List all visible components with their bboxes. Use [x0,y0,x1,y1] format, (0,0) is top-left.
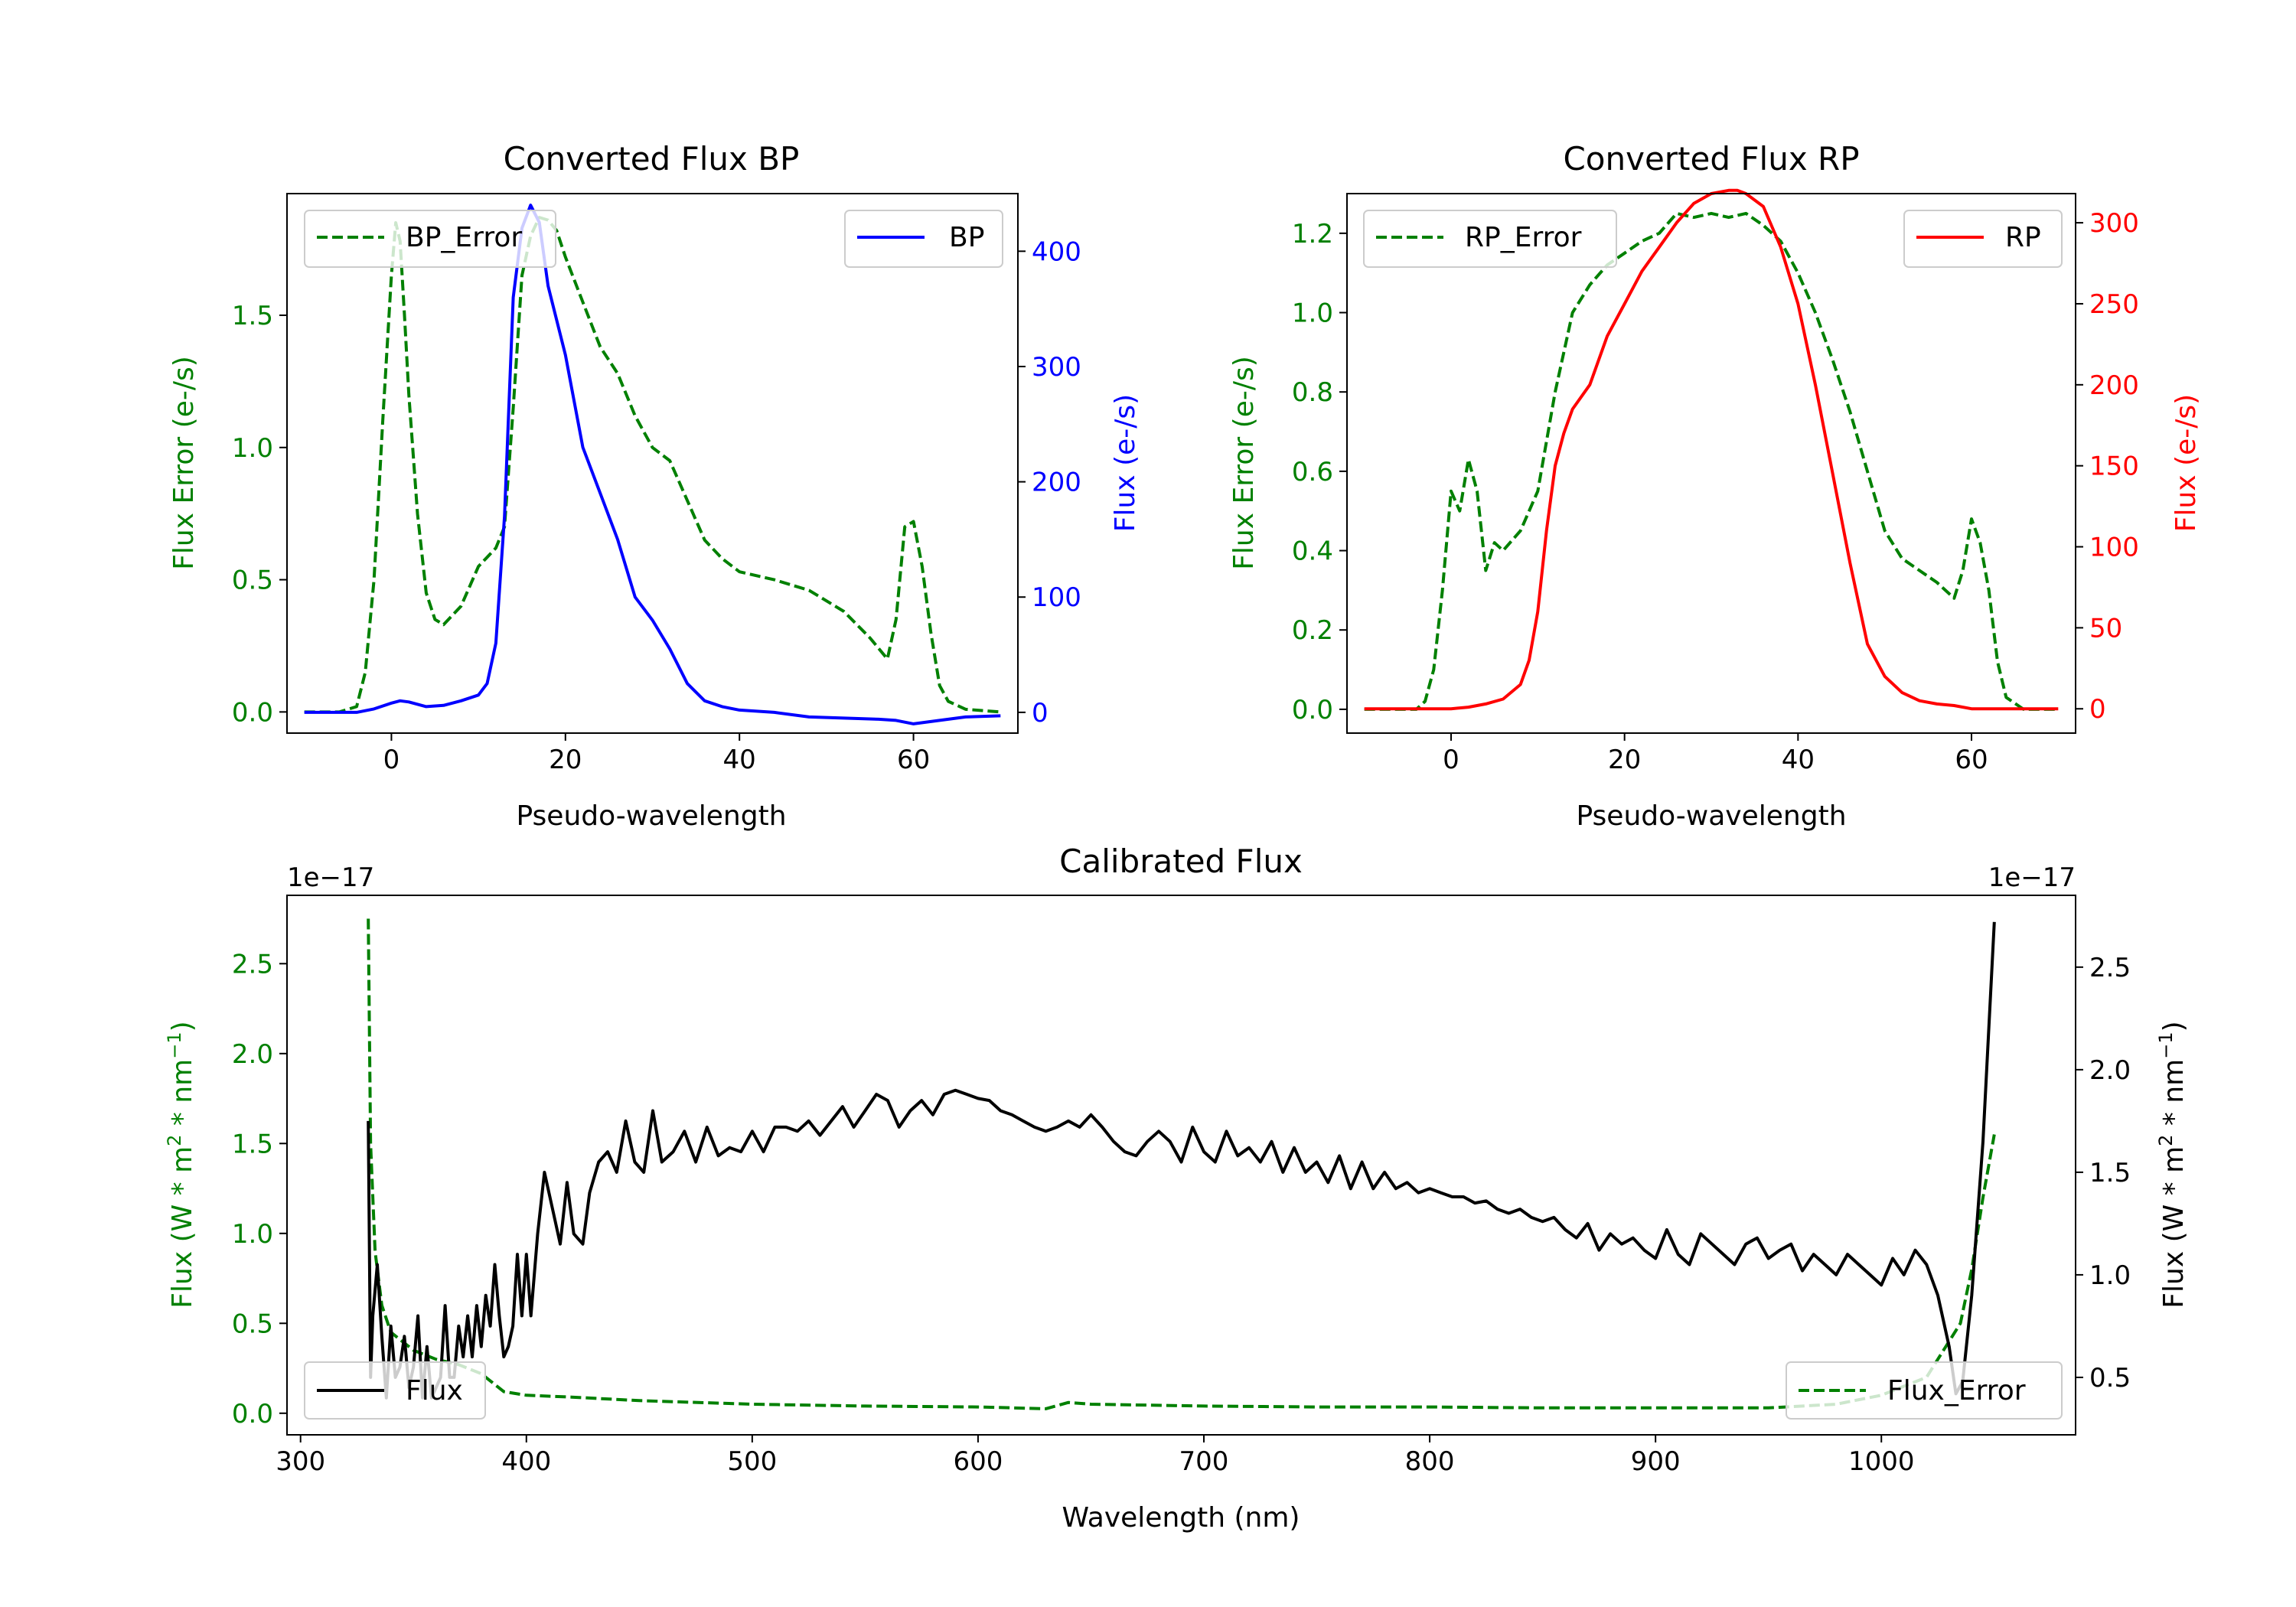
rp-right-ylabel: Flux (e-/s) [2170,394,2202,532]
bp-xlabel: Pseudo-wavelength [516,800,786,832]
bp-left-ytick-label: 0.5 [232,566,273,596]
cal-xtick-label: 600 [953,1446,1003,1477]
cal-chart: Calibrated Flux 1e−17 1e−17 300 400 500 600… [164,843,2190,1534]
cal-right-ytick-label: 2.0 [2089,1055,2131,1086]
cal-right-ylabel: Flux (W * m2 * nm−1) [2155,1021,2190,1308]
rp-right-ytick-label: 100 [2089,533,2139,563]
rp-xtick-label: 20 [1608,745,1641,775]
cal-axes: 300 400 500 600 700 800 900 1000 0.0 0.5 1.0 1.5 2.0… [232,949,2131,1477]
rp-right-ytick-label: 0 [2089,694,2106,725]
bp-right-ytick-label: 200 [1032,468,1081,498]
rp-axes: 0 20 40 60 0.0 0.2 0.4 0.6 0.8 1.0 1.2 0 50 100 150 200… [1292,208,2139,775]
legend-label: RP [2005,222,2041,253]
bp-right-ylabel: Flux (e-/s) [1110,394,1141,532]
rp-series-layer [1364,188,2059,711]
cal-xtick-label: 900 [1631,1446,1681,1477]
bp-chart: Converted Flux BP 0 20 40 60 0.0 0.5 1.0 1.5 0 10… [168,140,1141,832]
cal-right-ytick-label: 1.5 [2089,1158,2131,1188]
rp-right-ytick-label: 150 [2089,451,2139,482]
rp-right-ytick-label: 250 [2089,289,2139,320]
rp-legend-error[interactable]: RP_Error [1363,210,1617,268]
legend-label: RP_Error [1465,222,1582,253]
bp-axes: 0 20 40 60 0.0 0.5 1.0 1.5 0 100 200 300 400 [232,236,1081,775]
rp-right-ytick-label: 50 [2089,613,2122,644]
cal-xtick-label: 800 [1405,1446,1455,1477]
rp-left-ytick-label: 0.4 [1292,536,1333,567]
rp-series-rp-error [1364,211,2059,711]
bp-plot-frame [286,193,1019,734]
rp-xtick-label: 40 [1782,745,1815,775]
rp-series-rp [1364,188,2059,711]
bp-legend-error[interactable]: BP_Error [304,210,556,268]
cal-left-ytick-label: 2.0 [232,1039,273,1070]
cal-plot-frame [286,895,2076,1436]
cal-series-flux [367,921,1996,1400]
bp-xtick-label: 0 [383,745,400,775]
cal-xtick-label: 300 [276,1446,325,1477]
rp-left-ytick-label: 1.0 [1292,298,1333,329]
rp-chart: Converted Flux RP 0 20 40 60 0.0 0.2 0.4 0.6 0.8… [1228,140,2202,832]
bp-right-ytick-label: 100 [1032,582,1081,613]
cal-right-offset: 1e−17 [1988,862,2076,893]
legend-box [1786,1361,2063,1420]
cal-left-ytick-label: 0.5 [232,1309,273,1339]
bp-xtick-label: 40 [723,745,756,775]
cal-left-ylabel: Flux (W * m2 * nm−1) [164,1021,198,1308]
bp-left-ytick-label: 1.5 [232,301,273,331]
cal-left-ytick-label: 1.5 [232,1129,273,1159]
legend-box [1363,210,1617,268]
cal-xtick-label: 500 [727,1446,777,1477]
legend-box [304,210,556,268]
cal-xtick-label: 1000 [1848,1446,1915,1477]
rp-plot-frame [1346,193,2076,734]
cal-legend-flux[interactable]: Flux [304,1361,486,1420]
rp-title: Converted Flux RP [1563,140,1859,178]
bp-right-ytick-label: 400 [1032,236,1081,267]
bp-right-ytick-label: 0 [1032,698,1049,729]
rp-left-ylabel: Flux Error (e-/s) [1228,356,1260,570]
rp-xtick-label: 0 [1443,745,1459,775]
cal-xtick-label: 700 [1179,1446,1229,1477]
cal-left-ytick-label: 2.5 [232,949,273,980]
cal-xlabel: Wavelength (nm) [1062,1502,1300,1534]
rp-left-ytick-label: 0.2 [1292,615,1333,646]
legend-label: Flux [406,1375,463,1407]
cal-right-ytick-label: 1.0 [2089,1260,2131,1291]
rp-left-ytick-label: 0.6 [1292,457,1333,487]
legend-box [304,1361,486,1420]
cal-left-ytick-label: 1.0 [232,1219,273,1250]
cal-right-ytick-label: 0.5 [2089,1363,2131,1393]
cal-left-offset: 1e−17 [287,862,374,893]
rp-right-ytick-label: 300 [2089,208,2139,239]
bp-series-bp [304,204,1001,725]
cal-xtick-label: 400 [501,1446,551,1477]
bp-legend-flux[interactable]: BP [844,210,1003,268]
legend-label: BP_Error [406,222,522,253]
cal-title: Calibrated Flux [1059,843,1303,880]
cal-legend-error[interactable]: Flux_Error [1786,1361,2063,1420]
bp-left-ytick-label: 1.0 [232,433,273,464]
bp-right-ytick-label: 300 [1032,352,1081,383]
rp-left-ytick-label: 1.2 [1292,219,1333,249]
cal-left-ytick-label: 0.0 [232,1399,273,1429]
rp-right-ytick-label: 200 [2089,370,2139,401]
bp-title: Converted Flux BP [504,140,800,178]
rp-xlabel: Pseudo-wavelength [1576,800,1846,832]
bp-xtick-label: 60 [897,745,930,775]
legend-label: BP [949,222,984,253]
cal-right-ytick-label: 2.5 [2089,953,2131,983]
bp-left-ytick-label: 0.0 [232,697,273,728]
bp-left-ylabel: Flux Error (e-/s) [168,356,200,570]
legend-label: Flux_Error [1887,1375,2026,1407]
rp-left-ytick-label: 0.0 [1292,695,1333,725]
bp-xtick-label: 20 [549,745,582,775]
rp-xtick-label: 60 [1955,745,1988,775]
rp-legend-flux[interactable]: RP [1903,210,2063,268]
rp-left-ytick-label: 0.8 [1292,377,1333,408]
